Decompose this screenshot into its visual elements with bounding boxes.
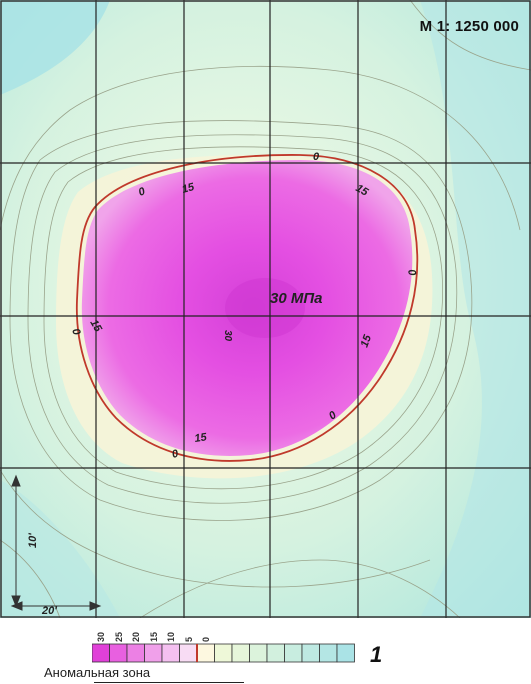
legend-tick-label: 5 xyxy=(183,636,194,642)
coordinate-grid xyxy=(0,0,531,618)
contour-label: 15 xyxy=(359,333,375,349)
cool-zone-right xyxy=(420,0,531,618)
map-border xyxy=(0,0,531,618)
scale-bar xyxy=(10,474,102,611)
legend-tick-label: 10 xyxy=(166,631,176,642)
legend-swatch xyxy=(231,643,250,663)
legend-swatch xyxy=(144,643,163,663)
legend-swatch xyxy=(196,643,215,663)
contour-label: 0 xyxy=(171,447,181,460)
legend-swatch xyxy=(214,643,233,663)
legend-swatch xyxy=(179,643,198,663)
legend: 30 25 20 15 10 5 0 1 Аномальная зона xyxy=(0,618,531,684)
map-canvas: 0 15 15 0 15 0 15 0 0 15 0 30 МПа 30 10'… xyxy=(0,0,531,618)
legend-swatch xyxy=(319,643,338,663)
scalebar-vertical-label: 10' xyxy=(27,533,39,548)
legend-swatch xyxy=(126,643,145,663)
legend-swatch xyxy=(161,643,180,663)
legend-caption-underline xyxy=(94,682,244,683)
contour-label: 0 xyxy=(313,151,320,163)
outer-contours xyxy=(0,0,531,618)
map-scale-label: M 1: 1250 000 xyxy=(419,18,519,35)
center-contour-label: 30 xyxy=(222,330,233,342)
legend-swatch-strip xyxy=(92,643,355,663)
center-pressure-label: 30 МПа xyxy=(270,290,322,307)
legend-tick-label: 30 xyxy=(96,631,106,642)
cool-zone-bottom-left xyxy=(0,480,120,618)
legend-swatch xyxy=(92,643,110,663)
cool-zone-top-left xyxy=(0,0,110,95)
legend-tick-label: 25 xyxy=(113,631,124,642)
legend-item-number: 1 xyxy=(370,642,383,667)
scalebar-horizontal-label: 20' xyxy=(41,605,57,617)
contour-labels: 0 15 15 0 15 0 15 0 0 15 0 xyxy=(69,151,418,461)
legend-caption: Аномальная зона xyxy=(44,665,151,680)
legend-swatch xyxy=(109,643,128,663)
map-panel: 0 15 15 0 15 0 15 0 0 15 0 30 МПа 30 10'… xyxy=(0,0,531,618)
legend-swatch xyxy=(266,643,285,663)
contour-label: 15 xyxy=(181,181,197,196)
legend-swatch xyxy=(336,643,355,663)
contour-label: 0 xyxy=(69,327,83,338)
legend-tick-label: 20 xyxy=(131,631,141,642)
legend-swatch xyxy=(249,643,268,663)
anomaly-boundary xyxy=(75,154,419,462)
legend-swatch xyxy=(284,643,303,663)
contour-label: 0 xyxy=(405,268,418,277)
legend-tick-label: 15 xyxy=(148,631,159,642)
anomaly-center xyxy=(225,278,305,338)
contour-label: 15 xyxy=(194,431,209,445)
legend-tick-label: 0 xyxy=(201,636,211,642)
legend-swatch xyxy=(301,643,320,663)
contour-label: 0 xyxy=(137,185,148,199)
